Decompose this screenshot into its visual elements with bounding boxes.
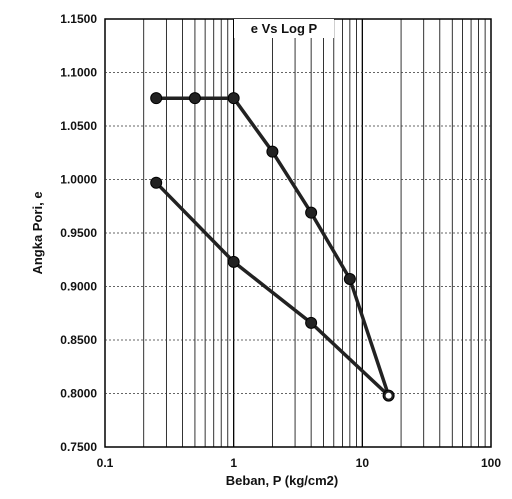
grid-lines (105, 19, 491, 447)
x-axis-title: Beban, P (kg/cm2) (226, 473, 338, 488)
y-tick-label: 1.0000 (60, 173, 97, 187)
series-line (154, 96, 391, 398)
y-tick-labels: 0.7500 0.8000 0.8500 0.9000 0.9500 1.0000 1.05… (60, 12, 97, 454)
y-tick-label: 0.8000 (60, 387, 97, 401)
data-point (266, 145, 279, 158)
x-tick-label: 10 (356, 456, 370, 470)
chart-title-background (234, 19, 334, 38)
y-tick-label: 0.8500 (60, 333, 97, 347)
data-point (305, 316, 318, 329)
y-tick-label: 1.1500 (60, 12, 97, 26)
data-point (227, 255, 240, 268)
x-tick-label: 100 (481, 456, 501, 470)
data-point (305, 206, 318, 219)
series-group (150, 92, 395, 402)
data-point (343, 273, 356, 286)
y-tick-label: 0.9500 (60, 226, 97, 240)
x-tick-label: 0.1 (97, 456, 114, 470)
x-tick-label: 1 (230, 456, 237, 470)
data-point-highlight (385, 392, 392, 399)
y-tick-label: 1.0500 (60, 119, 97, 133)
data-point (150, 176, 163, 189)
y-axis-title: Angka Pori, e (30, 191, 45, 274)
y-tick-label: 1.1000 (60, 66, 97, 80)
y-tick-label: 0.7500 (60, 440, 97, 454)
chart-title: e Vs Log P (251, 21, 318, 36)
y-tick-label: 0.9000 (60, 280, 97, 294)
data-point (227, 92, 240, 105)
data-point (150, 92, 163, 105)
x-tick-labels: 0.1 1 10 100 (97, 456, 502, 470)
chart-title-box: e Vs Log P (234, 19, 334, 38)
data-point (188, 92, 201, 105)
